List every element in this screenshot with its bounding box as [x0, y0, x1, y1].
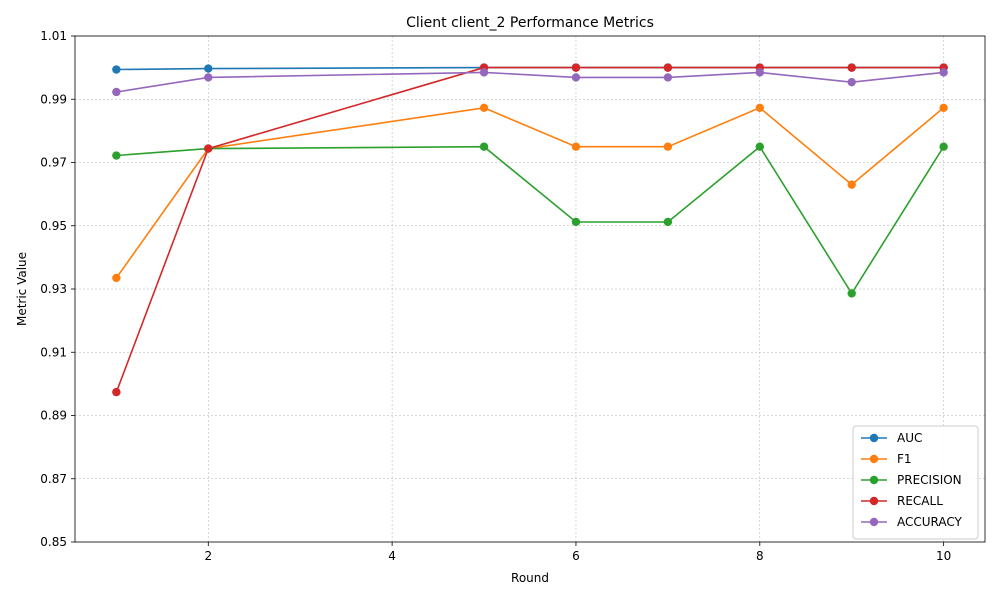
data-point-f1	[112, 273, 121, 283]
data-point-recall	[112, 387, 121, 397]
x-tick-label: 2	[204, 549, 212, 563]
data-point-precision	[112, 151, 121, 160]
data-point-f1	[847, 180, 856, 189]
x-tick-label: 8	[756, 549, 764, 563]
series-accuracy	[112, 68, 948, 97]
data-point-precision	[939, 142, 948, 151]
data-point-accuracy	[755, 68, 764, 77]
y-tick-label: 0.97	[40, 156, 67, 170]
series-line-f1	[115, 106, 945, 279]
y-axis-title: Metric Value	[15, 252, 29, 326]
data-point-accuracy	[663, 73, 673, 82]
data-point-precision	[571, 217, 581, 227]
legend-item: F1	[861, 452, 912, 466]
legend-swatch-marker	[869, 475, 879, 485]
legend-item: AUC	[861, 431, 922, 445]
data-point-accuracy	[112, 87, 121, 97]
grid-lines	[75, 35, 985, 543]
series-recall	[112, 63, 948, 397]
data-point-accuracy	[479, 68, 489, 77]
data-point-f1	[571, 142, 581, 151]
series-line-accuracy	[116, 71, 944, 93]
data-point-precision	[847, 289, 856, 298]
y-tick-label: 0.85	[40, 535, 67, 549]
y-tick-label: 0.99	[40, 92, 67, 106]
legend-item: PRECISION	[861, 473, 962, 487]
legend-label: RECALL	[897, 494, 943, 508]
data-point-recall	[204, 144, 213, 153]
data-point-accuracy	[571, 73, 581, 82]
y-tick-label: 0.91	[40, 345, 67, 359]
data-point-accuracy	[847, 77, 856, 87]
x-tick-label: 10	[936, 549, 951, 563]
data-point-f1	[755, 103, 764, 112]
chart-title: Client client_2 Performance Metrics	[406, 15, 654, 31]
data-point-recall	[571, 63, 581, 72]
legend-swatch-marker	[869, 433, 879, 443]
legend-item: RECALL	[861, 494, 943, 508]
data-point-recall	[847, 63, 856, 72]
y-tick-label: 0.89	[40, 409, 67, 423]
legend-swatch-marker	[869, 496, 879, 506]
data-point-auc	[112, 65, 121, 74]
legend-label: F1	[897, 452, 912, 466]
series-line-recall	[115, 66, 944, 393]
data-point-f1	[479, 103, 489, 112]
legend-item: ACCURACY	[861, 515, 963, 529]
data-point-precision	[663, 217, 673, 227]
y-tick-label: 0.87	[40, 472, 67, 486]
data-point-precision	[479, 142, 489, 151]
x-tick-label: 4	[388, 549, 396, 563]
data-point-recall	[663, 63, 673, 72]
data-point-accuracy	[939, 68, 948, 77]
y-tick-label: 1.01	[40, 29, 67, 43]
data-point-accuracy	[204, 73, 213, 82]
data-point-precision	[755, 142, 764, 151]
y-tick-label: 0.93	[40, 282, 67, 296]
legend-swatch-marker	[869, 517, 879, 527]
x-tick-label: 6	[572, 549, 580, 563]
data-point-f1	[663, 142, 673, 151]
data-point-auc	[204, 64, 213, 73]
series-lines	[112, 63, 948, 397]
series-line-precision	[116, 145, 945, 295]
legend: AUC F1 PRECISION RECALL ACCURACY	[852, 425, 979, 540]
y-axis-ticks: 0.85 0.87 0.89 0.91 0.93 0.95 0.97 0.99 1.01	[40, 29, 75, 549]
legend-label: AUC	[897, 431, 922, 445]
legend-box	[852, 425, 979, 540]
x-axis-ticks: 2 4 6 8 10	[204, 542, 951, 563]
data-point-f1	[939, 103, 948, 112]
legend-swatch-marker	[869, 454, 879, 464]
legend-label: ACCURACY	[897, 515, 963, 529]
legend-label: PRECISION	[897, 473, 962, 487]
x-axis-title: Round	[511, 571, 549, 585]
y-tick-label: 0.95	[40, 219, 67, 233]
